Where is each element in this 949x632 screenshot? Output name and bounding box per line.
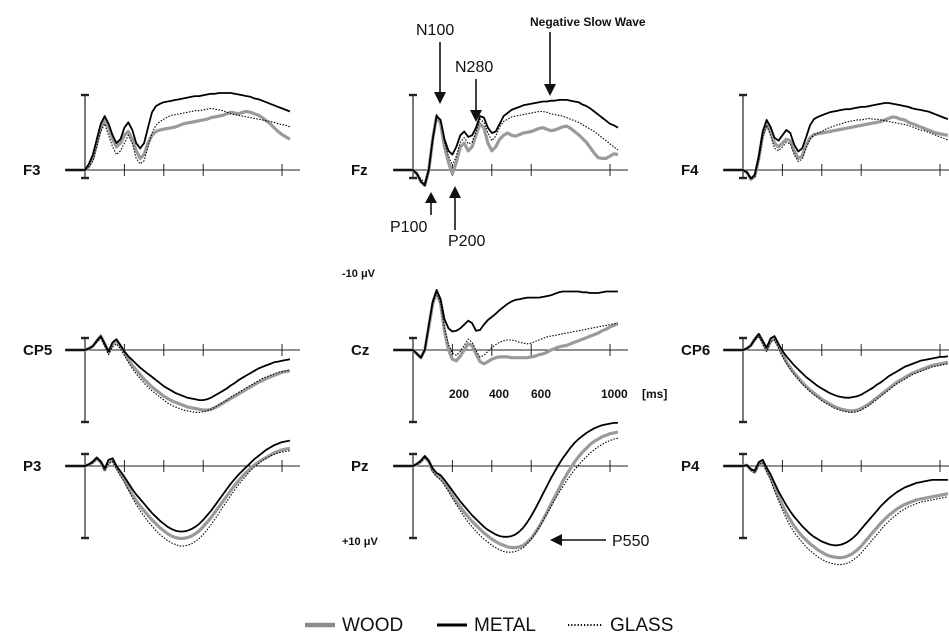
x-tick-1000: 1000	[601, 387, 628, 401]
negative-slow-wave-label: Negative Slow Wave	[530, 15, 646, 29]
series-metal-cp5	[65, 335, 291, 401]
x-tick-200: 200	[449, 387, 469, 401]
series-glass-cz	[393, 292, 618, 358]
panel-p4: P4	[681, 452, 949, 566]
series-wood-cp6	[723, 333, 949, 413]
series-metal-f3	[65, 92, 291, 171]
series-metal-f4	[723, 102, 949, 180]
p100-label: P100	[390, 219, 427, 236]
series-wood-p4	[723, 460, 949, 560]
series-glass-f4	[723, 117, 949, 180]
p550-label: P550	[612, 533, 649, 550]
y-bottom-label: +10 μV	[342, 536, 378, 548]
electrode-panels: F3 Fz F4 CP5 Cz CP6 P3 Pz P4	[23, 92, 949, 566]
p200-label: P200	[448, 233, 485, 250]
series-wood-cz	[393, 290, 619, 366]
series-glass-cp5	[65, 337, 291, 413]
panel-cp5: CP5	[23, 334, 300, 424]
n280-arrowhead	[470, 110, 482, 122]
pz-annotations: +10 μV P550	[342, 533, 649, 550]
series-metal-cp6	[723, 332, 949, 399]
x-unit-label: [ms]	[642, 387, 667, 401]
electrode-label-cp6: CP6	[681, 342, 710, 359]
electrode-label-p4: P4	[681, 458, 700, 475]
series-metal-cz	[393, 289, 618, 359]
electrode-label-pz: Pz	[351, 458, 369, 475]
electrode-label-p3: P3	[23, 458, 41, 475]
panel-fz: Fz	[351, 93, 628, 187]
n100-label: N100	[416, 22, 454, 39]
cz-axis-annotations: -10 μV 200 400 600 1000 [ms]	[342, 268, 667, 401]
series-wood-pz	[393, 430, 619, 550]
series-metal-pz	[393, 422, 618, 538]
electrode-label-cp5: CP5	[23, 342, 52, 359]
series-glass-pz	[393, 437, 619, 553]
slow-wave-arrowhead	[544, 84, 556, 96]
panel-p3: P3	[23, 439, 300, 547]
legend-metal-label: METAL	[474, 615, 536, 632]
series-glass-p4	[723, 462, 949, 566]
series-glass-cp6	[723, 335, 948, 413]
legend: WOOD METAL GLASS	[305, 615, 673, 632]
series-metal-p4	[723, 458, 948, 547]
panel-cz: Cz	[351, 289, 628, 424]
series-glass-p3	[65, 450, 291, 547]
series-wood-cp5	[65, 334, 291, 412]
panel-cp6: CP6	[681, 332, 949, 424]
panel-f3: F3	[23, 92, 300, 180]
legend-wood-label: WOOD	[342, 615, 403, 632]
series-metal-fz	[393, 99, 619, 187]
series-metal-p3	[65, 439, 291, 533]
panel-pz: Pz	[351, 422, 628, 553]
n280-label: N280	[455, 59, 493, 76]
electrode-label-cz: Cz	[351, 342, 369, 359]
p200-arrowhead	[449, 186, 461, 198]
fz-annotations: N100 N280 Negative Slow Wave P100 P200	[390, 15, 646, 250]
electrode-label-f4: F4	[681, 162, 699, 179]
electrode-label-f3: F3	[23, 162, 41, 179]
p100-arrowhead	[425, 192, 437, 203]
series-wood-f3	[65, 109, 291, 172]
legend-glass-label: GLASS	[610, 615, 673, 632]
panel-f4: F4	[681, 93, 949, 181]
series-glass-f3	[65, 107, 291, 171]
x-tick-600: 600	[531, 387, 551, 401]
x-tick-400: 400	[489, 387, 509, 401]
n100-arrowhead	[434, 92, 446, 104]
electrode-label-fz: Fz	[351, 162, 368, 179]
y-top-label: -10 μV	[342, 268, 376, 280]
p550-arrowhead	[550, 534, 562, 546]
